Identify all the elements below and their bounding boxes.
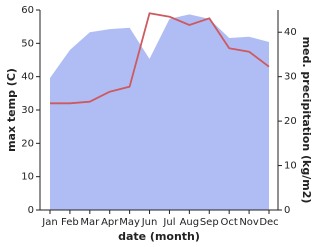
x-tick-label: Jun <box>141 217 158 228</box>
y-axis-title: max temp (C) <box>5 68 18 152</box>
x-tick-label: Apr <box>101 217 119 228</box>
x-tick-label: Sep <box>200 217 219 228</box>
y-tick-label: 10 <box>21 172 34 183</box>
y2-axis-title: med. precipitation (kg/m2) <box>300 37 313 204</box>
x-tick-label: Nov <box>239 217 259 228</box>
x-tick-label: Mar <box>80 217 100 228</box>
y2-tick-label: 10 <box>284 161 297 172</box>
x-tick-label: Oct <box>221 217 238 228</box>
y-tick-label: 0 <box>28 205 34 216</box>
y2-tick-label: 40 <box>284 27 297 38</box>
y-tick-label: 20 <box>21 138 34 149</box>
x-tick-label: Aug <box>180 217 200 228</box>
y-tick-label: 40 <box>21 72 34 83</box>
x-tick-label: May <box>119 217 140 228</box>
y2-tick-label: 0 <box>284 205 290 216</box>
x-tick-label: Feb <box>61 217 79 228</box>
y-tick-label: 60 <box>21 5 34 16</box>
x-axis-title: date (month) <box>118 230 200 243</box>
x-tick-label: Jan <box>41 217 57 228</box>
x-tick-label: Jul <box>162 217 175 228</box>
y2-tick-label: 30 <box>284 72 297 83</box>
y-tick-label: 50 <box>21 38 34 49</box>
y2-tick-label: 20 <box>284 116 297 127</box>
area <box>50 14 269 211</box>
x-tick-label: Dec <box>259 217 278 228</box>
line <box>50 12 270 105</box>
y-tick-label: 30 <box>21 105 34 116</box>
